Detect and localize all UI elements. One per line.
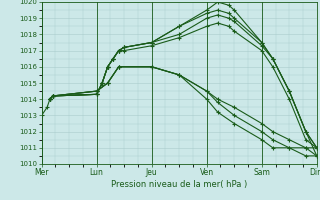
X-axis label: Pression niveau de la mer( hPa ): Pression niveau de la mer( hPa ) — [111, 180, 247, 189]
